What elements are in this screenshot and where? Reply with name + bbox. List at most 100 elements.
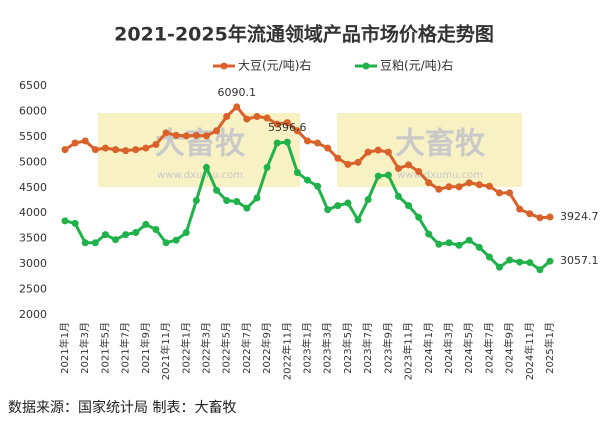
x-tick-label: 2024年9月 (503, 322, 516, 374)
point (354, 216, 362, 224)
point (415, 213, 423, 221)
point (81, 239, 89, 247)
point (71, 219, 79, 227)
point (223, 113, 231, 121)
point (314, 139, 322, 147)
point (415, 167, 423, 175)
x-tick-label: 2021年9月 (139, 322, 152, 374)
source: 数据来源：国家统计局 制表：大畜牧 (8, 399, 236, 416)
y-tick-label: 4000 (19, 206, 47, 219)
point (405, 161, 413, 169)
point (142, 144, 150, 152)
x-tick-label: 2022年9月 (260, 322, 273, 374)
point (122, 231, 130, 239)
y-tick-label: 3500 (19, 232, 47, 245)
y-tick-label: 2500 (19, 283, 47, 296)
point (324, 206, 332, 214)
point (304, 176, 311, 184)
point (71, 139, 79, 147)
x-tick-label: 2023年11月 (402, 322, 415, 380)
point (61, 217, 69, 225)
x-tick-label: 2022年11月 (280, 322, 293, 380)
point (91, 146, 99, 154)
point (364, 195, 372, 203)
x-tick-label: 2022年5月 (220, 322, 233, 374)
point (202, 163, 210, 171)
point (516, 205, 524, 213)
x-tick-label: 2021年5月 (98, 322, 111, 374)
point (233, 103, 241, 111)
point (152, 226, 160, 234)
point (132, 146, 140, 154)
x-tick-label: 2022年3月 (199, 322, 212, 374)
point (516, 258, 524, 266)
point (223, 197, 231, 204)
y-tick-label: 5500 (19, 130, 47, 143)
point (334, 154, 342, 162)
y-tick-label: 4500 (19, 181, 47, 194)
x-tick-label: 2021年1月 (58, 322, 71, 374)
point (455, 183, 463, 191)
y-tick-label: 6500 (19, 79, 47, 92)
point (233, 198, 241, 206)
point (112, 146, 120, 154)
point (495, 189, 503, 197)
x-tick-label: 2021年7月 (119, 322, 132, 374)
x-tick-label: 2023年3月 (321, 322, 334, 374)
point (445, 239, 453, 247)
point (182, 229, 190, 237)
watermark: 大畜牧 (395, 127, 486, 162)
point (384, 171, 392, 179)
point (546, 213, 554, 221)
x-tick-label: 2024年11月 (523, 322, 536, 380)
point (122, 147, 130, 155)
point (485, 253, 493, 261)
point (506, 256, 514, 264)
x-tick-label: 2022年1月 (179, 322, 192, 374)
point (526, 210, 534, 218)
point (495, 263, 503, 271)
legend-swatch (362, 62, 370, 70)
point (536, 266, 544, 274)
point (293, 127, 301, 135)
y-tick-label: 6000 (19, 104, 47, 117)
point (394, 164, 402, 172)
x-tick-label: 2023年7月 (361, 322, 374, 374)
y-tick-label: 3000 (19, 257, 47, 270)
point (61, 146, 69, 154)
point (334, 202, 342, 210)
chart-title: 2021-2025年流通领域产品市场价格走势图 (114, 23, 494, 46)
watermark-url: www.dxumu.com (397, 170, 483, 181)
point (192, 197, 200, 204)
data-label: 5396.6 (268, 121, 307, 134)
point (172, 131, 180, 139)
point (485, 182, 493, 190)
point (253, 194, 261, 202)
point (273, 120, 281, 128)
x-tick-label: 2021年11月 (159, 322, 172, 380)
point (364, 148, 372, 156)
point (283, 119, 291, 127)
point (546, 257, 554, 265)
point (445, 183, 453, 191)
point (142, 220, 150, 228)
point (425, 179, 433, 187)
point (293, 169, 301, 177)
x-tick-label: 2024年1月 (422, 322, 435, 374)
y-tick-label: 2000 (19, 308, 47, 321)
point (324, 144, 332, 152)
x-tick-label: 2021年3月 (78, 322, 91, 374)
x-tick-label: 2025年1月 (543, 322, 556, 374)
point (243, 115, 251, 123)
point (435, 240, 443, 248)
point (202, 132, 210, 140)
point (475, 243, 483, 251)
point (91, 239, 99, 247)
point (253, 113, 261, 121)
point (384, 148, 392, 156)
point (506, 189, 514, 197)
point (213, 127, 221, 135)
point (526, 259, 534, 267)
x-tick-label: 2023年5月 (341, 322, 354, 374)
